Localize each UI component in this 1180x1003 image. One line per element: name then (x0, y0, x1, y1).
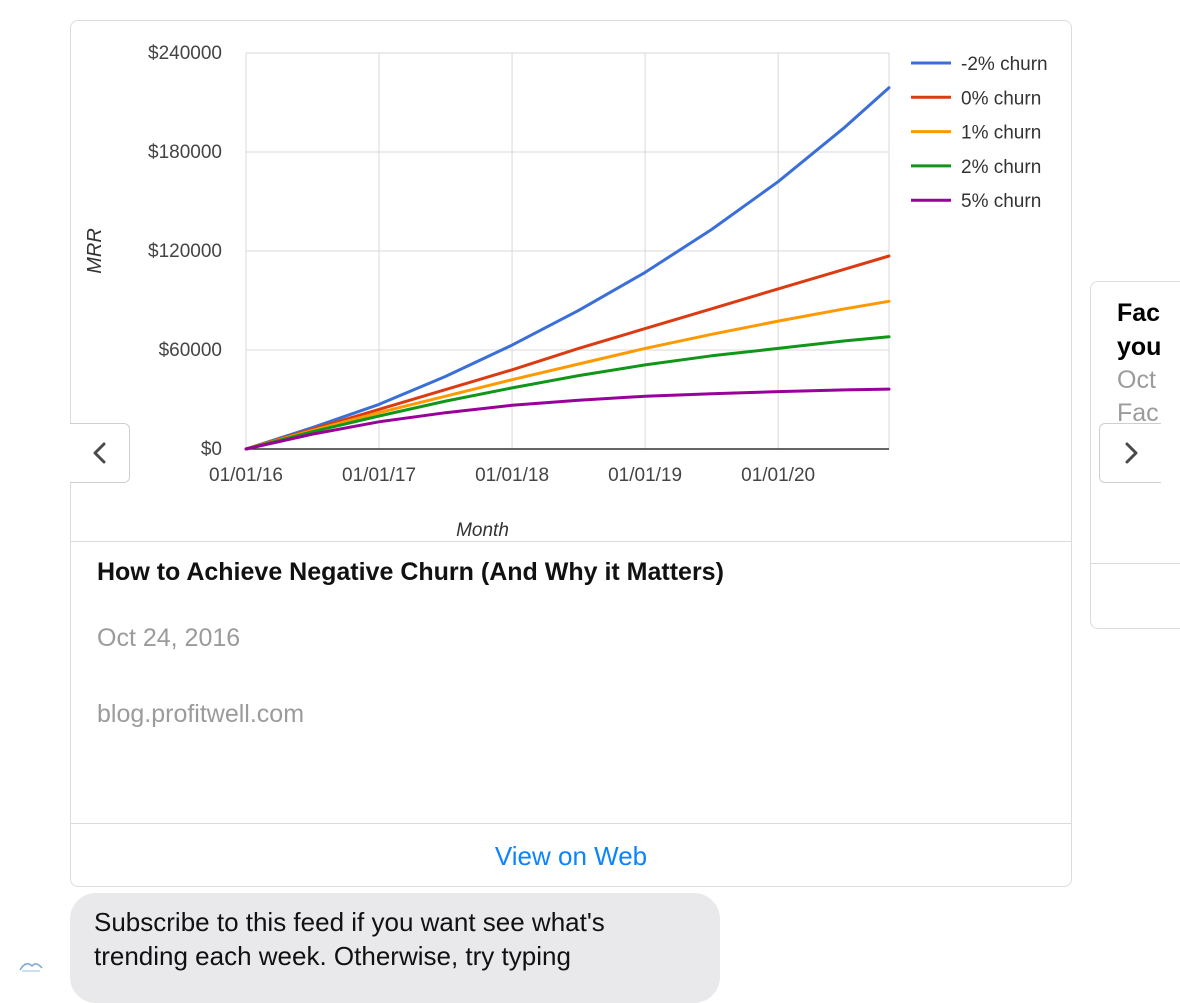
churn-chart: $0 $60000 $120000 $180000 $240000 01/01/16 01/… (71, 21, 1071, 541)
series-line (244, 387, 891, 451)
next-card-divider (1091, 563, 1180, 564)
series-line (244, 335, 891, 451)
next-article-meta: Oct Fac (1117, 366, 1159, 427)
card-divider-bottom (71, 823, 1071, 824)
chart-svg: $0 $60000 $120000 $180000 $240000 01/01/16 01/… (84, 43, 1048, 541)
chevron-right-icon (1125, 442, 1137, 464)
series-line (244, 299, 891, 451)
x-axis-title: Month (456, 520, 509, 541)
article-source: blog.profitwell.com (97, 700, 305, 728)
y-tick-label: $180000 (148, 142, 222, 163)
series-line (244, 254, 891, 451)
article-date: Oct 24, 2016 (97, 624, 241, 652)
chevron-left-icon (93, 442, 105, 464)
x-tick-label: 01/01/16 (209, 465, 283, 486)
bot-message-text: Subscribe to this feed if you want see w… (94, 907, 605, 971)
bot-avatar-icon (19, 963, 43, 972)
view-on-web-button[interactable]: View on Web (494, 840, 648, 871)
legend-label: 1% churn (961, 123, 1041, 144)
article-title[interactable]: How to Achieve Negative Churn (And Why i… (97, 558, 724, 586)
bot-message-bubble: Subscribe to this feed if you want see w… (70, 893, 720, 1003)
legend-label: 0% churn (961, 88, 1041, 109)
carousel-prev-button[interactable] (70, 423, 130, 483)
legend-label: 2% churn (961, 157, 1041, 178)
card-divider (71, 541, 1071, 542)
y-tick-label: $120000 (148, 241, 222, 262)
article-card: $0 $60000 $120000 $180000 $240000 01/01/16 01/… (70, 20, 1072, 887)
series-line (244, 86, 891, 451)
x-tick-label: 01/01/18 (475, 465, 549, 486)
x-tick-label: 01/01/19 (608, 465, 682, 486)
carousel-next-button[interactable] (1099, 423, 1161, 483)
x-tick-label: 01/01/17 (342, 465, 416, 486)
legend-label: -2% churn (961, 54, 1048, 75)
y-tick-label: $240000 (148, 43, 222, 64)
next-article-title: Fac you (1117, 299, 1162, 361)
y-tick-label: $0 (201, 439, 222, 460)
x-tick-label: 01/01/20 (741, 465, 815, 486)
legend-label: 5% churn (961, 191, 1041, 212)
y-tick-label: $60000 (159, 340, 222, 361)
y-axis-title: MRR (84, 228, 106, 274)
